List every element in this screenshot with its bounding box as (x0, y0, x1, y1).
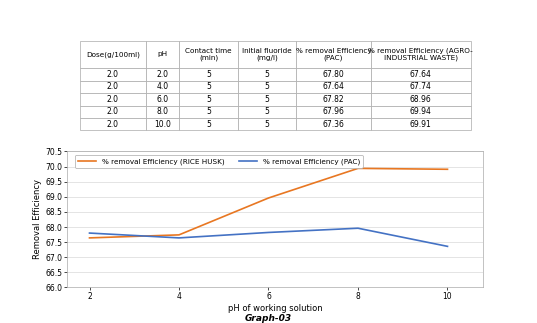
% removal Efficiency (PAC) (444, 245, 451, 248)
Line: % removal Efficiency (RICE HUSK): % removal Efficiency (RICE HUSK) (90, 168, 447, 238)
% removal Efficiency (RICE HUSK) (176, 233, 182, 237)
% removal Efficiency (RICE HUSK) (86, 236, 93, 240)
Line: % removal Efficiency (PAC): % removal Efficiency (PAC) (90, 228, 447, 246)
% removal Efficiency (PAC) (355, 226, 361, 230)
X-axis label: pH of working solution: pH of working solution (228, 304, 323, 313)
% removal Efficiency (RICE HUSK) (265, 196, 272, 200)
% removal Efficiency (PAC) (86, 231, 93, 235)
% removal Efficiency (RICE HUSK) (444, 167, 451, 171)
Text: Graph-03: Graph-03 (245, 314, 292, 323)
% removal Efficiency (PAC) (265, 231, 272, 234)
% removal Efficiency (PAC) (176, 236, 182, 240)
% removal Efficiency (RICE HUSK) (355, 166, 361, 170)
Y-axis label: Removal Efficiency: Removal Efficiency (33, 180, 42, 259)
Legend: % removal Efficiency (RICE HUSK), % removal Efficiency (PAC): % removal Efficiency (RICE HUSK), % remo… (75, 155, 362, 168)
